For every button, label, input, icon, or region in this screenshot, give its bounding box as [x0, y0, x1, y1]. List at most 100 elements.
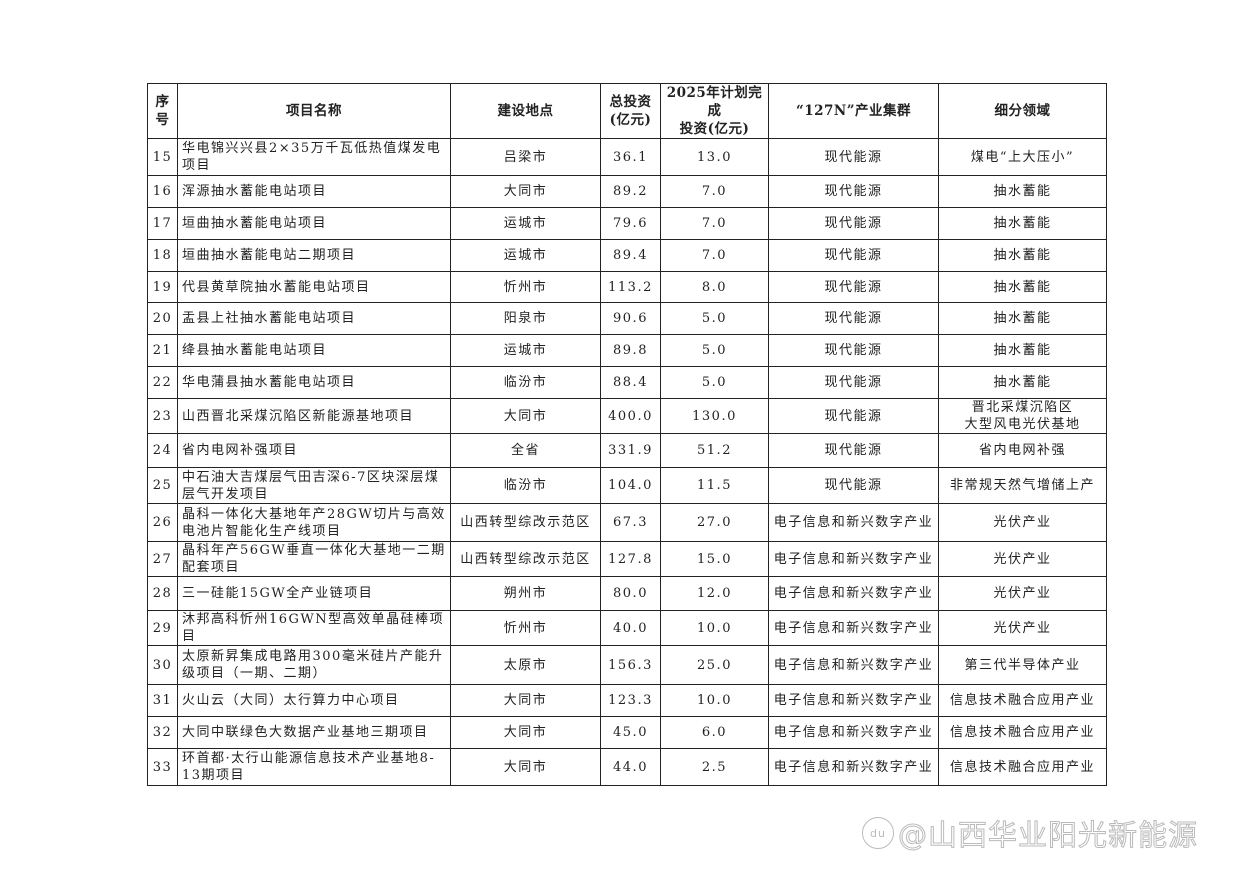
cell-location: 阳泉市 [450, 302, 601, 335]
cell-location: 吕梁市 [450, 138, 601, 176]
cell-planned-2025: 13.0 [660, 138, 769, 176]
cell-index: 29 [147, 610, 178, 646]
cell-industry-cluster: 现代能源 [768, 175, 939, 208]
cell-index: 19 [147, 271, 178, 303]
cell-sub-field: 抽水蓄能 [938, 366, 1107, 399]
cell-total-investment: 80.0 [600, 576, 661, 611]
cell-total-investment: 89.8 [600, 334, 661, 367]
cell-planned-2025: 27.0 [660, 503, 769, 542]
cell-index: 22 [147, 366, 178, 399]
header-location: 建设地点 [450, 83, 601, 139]
cell-project-name: 省内电网补强项目 [177, 433, 451, 468]
cell-index: 28 [147, 576, 178, 611]
table-row: 17 垣曲抽水蓄能电站项目 运城市 79.6 7.0 现代能源 抽水蓄能 [147, 207, 1107, 240]
cell-project-name: 垣曲抽水蓄能电站项目 [177, 207, 451, 240]
cell-industry-cluster: 现代能源 [768, 302, 939, 335]
cell-planned-2025: 25.0 [660, 645, 769, 685]
cell-total-investment: 79.6 [600, 207, 661, 240]
cell-index: 17 [147, 207, 178, 240]
table-row: 30 太原新昇集成电路用300毫米硅片产能升级项目（一期、二期） 太原市 156.3 2… [147, 645, 1107, 685]
table-row: 16 浑源抽水蓄能电站项目 大同市 89.2 7.0 现代能源 抽水蓄能 [147, 175, 1107, 208]
cell-project-name: 沐邦高科忻州16GWN型高效单晶硅棒项目 [177, 610, 451, 646]
cell-project-name: 大同中联绿色大数据产业基地三期项目 [177, 716, 451, 749]
header-industry-cluster: “127N”产业集群 [768, 83, 939, 139]
cell-sub-field: 光伏产业 [938, 541, 1107, 577]
cell-total-investment: 156.3 [600, 645, 661, 685]
cell-planned-2025: 5.0 [660, 366, 769, 399]
cell-project-name: 浑源抽水蓄能电站项目 [177, 175, 451, 208]
cell-planned-2025: 7.0 [660, 207, 769, 240]
cell-project-name: 山西晋北采煤沉陷区新能源基地项目 [177, 398, 451, 434]
cell-location: 全省 [450, 433, 601, 468]
header-planned-2025: 2025年计划完成 投资(亿元) [660, 83, 769, 139]
cell-total-investment: 104.0 [600, 467, 661, 504]
table-row: 24 省内电网补强项目 全省 331.9 51.2 现代能源 省内电网补强 [147, 433, 1107, 468]
cell-planned-2025: 7.0 [660, 175, 769, 208]
watermark-text: @山西华业阳光新能源 [897, 818, 1199, 853]
cell-location: 大同市 [450, 716, 601, 749]
header-sub-field: 细分领域 [938, 83, 1107, 139]
cell-project-name: 华电蒲县抽水蓄能电站项目 [177, 366, 451, 399]
cell-total-investment: 331.9 [600, 433, 661, 468]
cell-index: 25 [147, 467, 178, 504]
cell-planned-2025: 10.0 [660, 610, 769, 646]
cell-location: 运城市 [450, 334, 601, 367]
table-row: 19 代县黄草院抽水蓄能电站项目 忻州市 113.2 8.0 现代能源 抽水蓄能 [147, 271, 1107, 303]
cell-sub-field: 抽水蓄能 [938, 175, 1107, 208]
cell-planned-2025: 8.0 [660, 271, 769, 303]
cell-location: 运城市 [450, 207, 601, 240]
table-row: 20 盂县上社抽水蓄能电站项目 阳泉市 90.6 5.0 现代能源 抽水蓄能 [147, 302, 1107, 335]
table-row: 15 华电锦兴兴县2×35万千瓦低热值煤发电项目 吕梁市 36.1 13.0 现代能源 煤电… [147, 138, 1107, 176]
cell-sub-field: 信息技术融合应用产业 [938, 748, 1107, 786]
header-index: 序 号 [147, 83, 178, 139]
cell-planned-2025: 5.0 [660, 334, 769, 367]
table-row: 33 环首都·太行山能源信息技术产业基地8-13期项目 大同市 44.0 2.5 电子信息… [147, 748, 1107, 786]
cell-index: 24 [147, 433, 178, 468]
cell-index: 26 [147, 503, 178, 542]
cell-sub-field: 抽水蓄能 [938, 207, 1107, 240]
cell-index: 23 [147, 398, 178, 434]
cell-project-name: 晶科年产56GW垂直一体化大基地一二期配套项目 [177, 541, 451, 577]
cell-location: 山西转型综改示范区 [450, 541, 601, 577]
cell-project-name: 太原新昇集成电路用300毫米硅片产能升级项目（一期、二期） [177, 645, 451, 685]
watermark: du @山西华业阳光新能源 [862, 812, 1198, 854]
cell-total-investment: 127.8 [600, 541, 661, 577]
cell-planned-2025: 15.0 [660, 541, 769, 577]
cell-index: 16 [147, 175, 178, 208]
table-row: 31 火山云（大同）太行算力中心项目 大同市 123.3 10.0 电子信息和新兴数字产业… [147, 684, 1107, 717]
cell-total-investment: 89.4 [600, 239, 661, 272]
cell-industry-cluster: 电子信息和新兴数字产业 [768, 684, 939, 717]
cell-sub-field: 信息技术融合应用产业 [938, 716, 1107, 749]
cell-planned-2025: 5.0 [660, 302, 769, 335]
cell-location: 大同市 [450, 398, 601, 434]
cell-total-investment: 45.0 [600, 716, 661, 749]
cell-index: 20 [147, 302, 178, 335]
cell-location: 大同市 [450, 684, 601, 717]
cell-industry-cluster: 电子信息和新兴数字产业 [768, 748, 939, 786]
cell-project-name: 盂县上社抽水蓄能电站项目 [177, 302, 451, 335]
table-row: 29 沐邦高科忻州16GWN型高效单晶硅棒项目 忻州市 40.0 10.0 电子信息和新兴… [147, 610, 1107, 646]
cell-industry-cluster: 电子信息和新兴数字产业 [768, 541, 939, 577]
table-row: 21 绛县抽水蓄能电站项目 运城市 89.8 5.0 现代能源 抽水蓄能 [147, 334, 1107, 367]
cell-project-name: 晶科一体化大基地年产28GW切片与高效电池片智能化生产线项目 [177, 503, 451, 542]
header-total-investment: 总投资 (亿元) [600, 83, 661, 139]
cell-project-name: 中石油大吉煤层气田吉深6-7区块深层煤层气开发项目 [177, 467, 451, 504]
cell-industry-cluster: 现代能源 [768, 467, 939, 504]
cell-location: 运城市 [450, 239, 601, 272]
cell-total-investment: 89.2 [600, 175, 661, 208]
cell-industry-cluster: 电子信息和新兴数字产业 [768, 503, 939, 542]
cell-total-investment: 90.6 [600, 302, 661, 335]
cell-total-investment: 88.4 [600, 366, 661, 399]
cell-index: 32 [147, 716, 178, 749]
cell-index: 21 [147, 334, 178, 367]
cell-total-investment: 123.3 [600, 684, 661, 717]
cell-project-name: 环首都·太行山能源信息技术产业基地8-13期项目 [177, 748, 451, 786]
cell-planned-2025: 10.0 [660, 684, 769, 717]
cell-sub-field: 晋北采煤沉陷区 大型风电光伏基地 [938, 398, 1107, 434]
cell-location: 太原市 [450, 645, 601, 685]
table-row: 26 晶科一体化大基地年产28GW切片与高效电池片智能化生产线项目 山西转型综改示范… [147, 503, 1107, 542]
cell-index: 27 [147, 541, 178, 577]
cell-industry-cluster: 电子信息和新兴数字产业 [768, 716, 939, 749]
cell-location: 朔州市 [450, 576, 601, 611]
cell-project-name: 华电锦兴兴县2×35万千瓦低热值煤发电项目 [177, 138, 451, 176]
